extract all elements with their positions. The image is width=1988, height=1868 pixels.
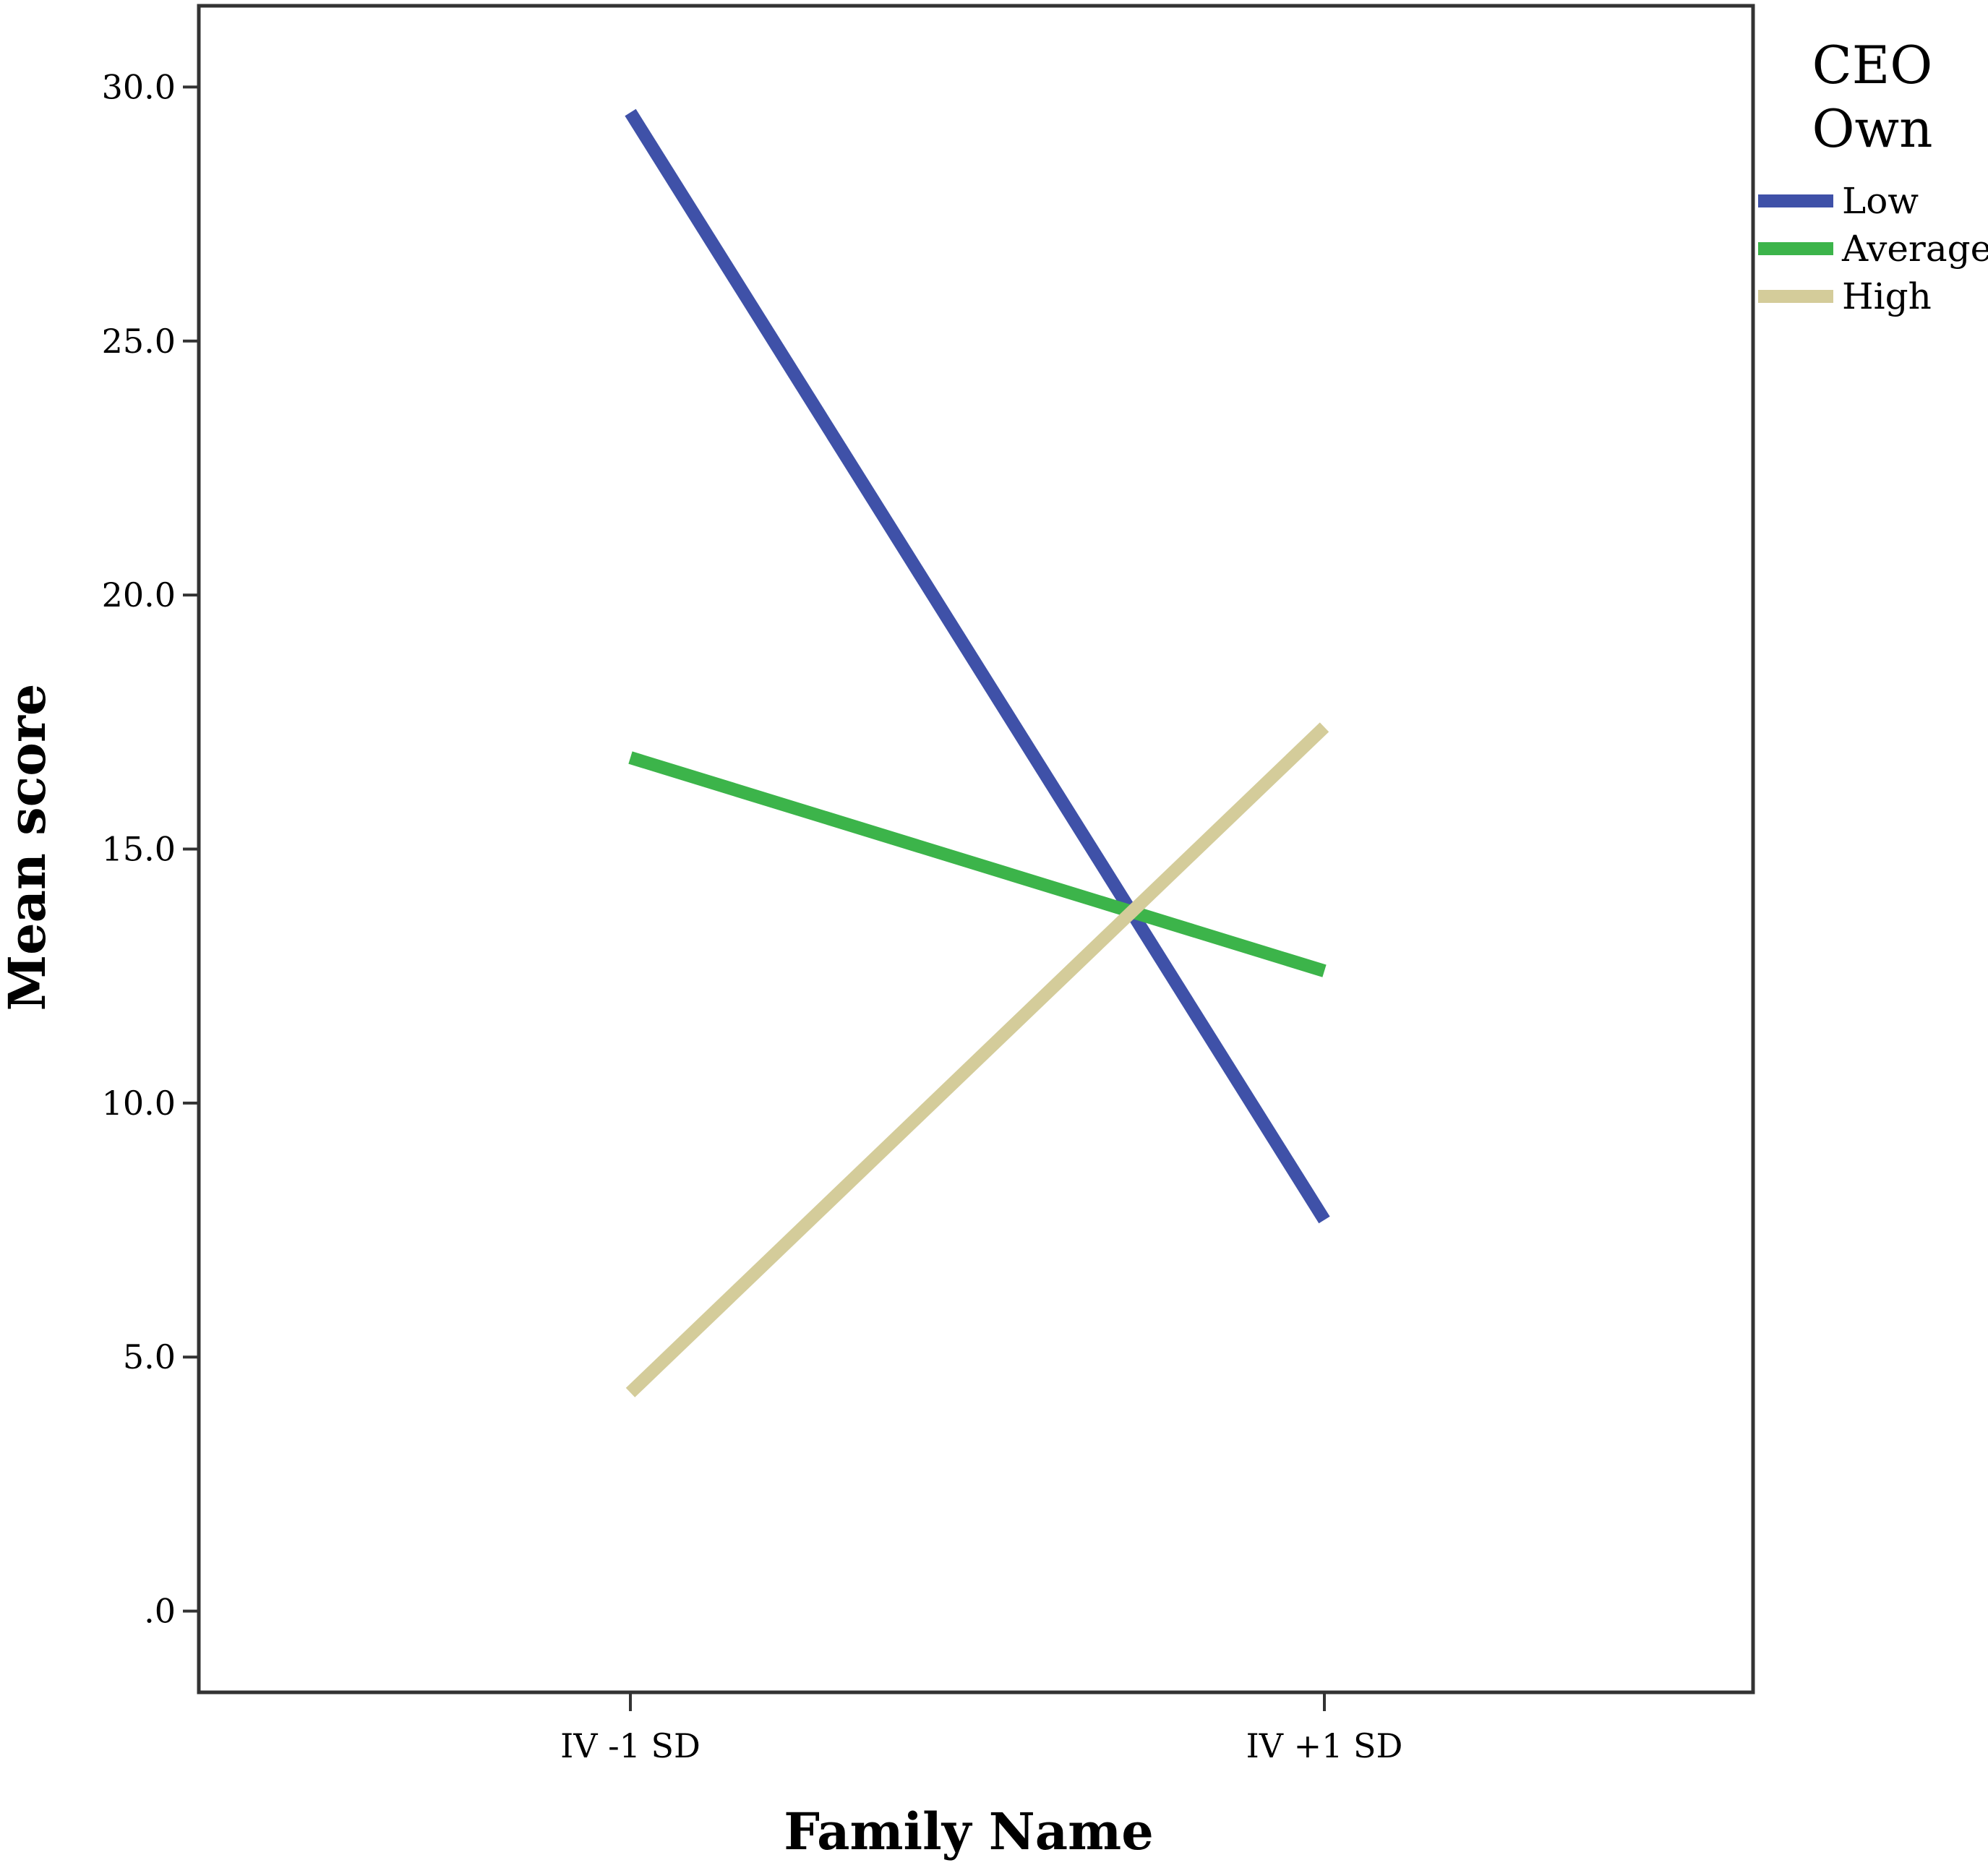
y-tick-label: 20.0 (102, 575, 176, 614)
legend-label-high: High (1842, 275, 1932, 317)
x-axis: IV -1 SD IV +1 SD (560, 1692, 1402, 1765)
x-tick-label: IV -1 SD (560, 1726, 700, 1765)
legend-items: Low Average High (1758, 180, 1988, 317)
y-tick-label: 25.0 (102, 322, 176, 361)
y-tick-label: 30.0 (102, 67, 176, 106)
legend-title-line-1: CEO (1812, 35, 1933, 95)
y-tick-label: .0 (144, 1592, 176, 1631)
x-axis-title: Family Name (784, 1801, 1153, 1861)
legend-label-low: Low (1842, 180, 1919, 222)
series-lines (625, 108, 1330, 1397)
legend-swatch-low (1758, 194, 1833, 207)
legend-swatch-high (1758, 290, 1833, 303)
y-tick-label: 10.0 (102, 1084, 176, 1123)
plot-frame (197, 4, 1755, 1695)
y-tick-label: 15.0 (102, 830, 176, 869)
series-line-average (628, 751, 1327, 977)
series-line-high (625, 722, 1329, 1397)
legend: CEO Own Low Average High (1758, 35, 1988, 317)
y-axis: .0 5.0 10.0 15.0 20.0 25.0 30.0 (102, 67, 199, 1631)
y-axis-title: Mean score (0, 684, 57, 1011)
legend-swatch-average (1758, 242, 1833, 255)
x-tick-label: IV +1 SD (1246, 1726, 1403, 1765)
y-tick-label: 5.0 (123, 1337, 176, 1376)
series-line-low (625, 108, 1330, 1224)
legend-label-average: Average (1841, 228, 1988, 270)
legend-title-line-2: Own (1812, 98, 1932, 159)
